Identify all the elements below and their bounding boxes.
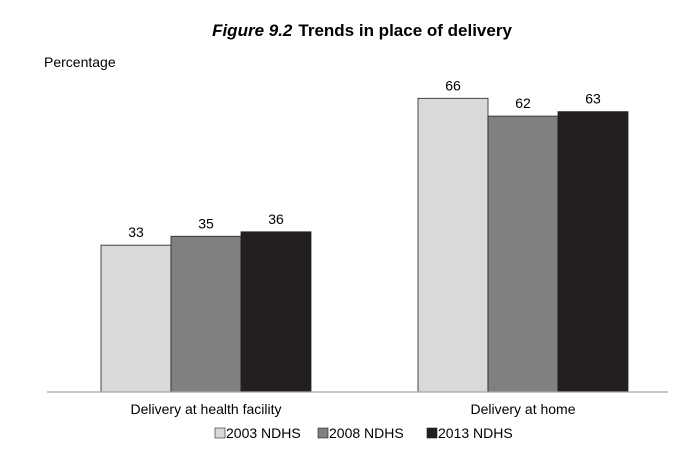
legend: 2003 NDHS 2008 NDHS 2013 NDHS (214, 425, 513, 441)
data-label: 62 (515, 95, 531, 111)
data-label: 66 (445, 77, 461, 93)
chart-title-main: Trends in place of delivery (298, 21, 512, 40)
bar-group: 33 35 36 66 62 63 (100, 77, 629, 393)
data-label: 36 (268, 211, 284, 227)
data-label: 33 (128, 224, 144, 240)
chart-title-prefix: Figure 9.2 (212, 21, 293, 40)
bar-2013-ndhs-2 (557, 111, 629, 393)
bar-2008-ndhs-1 (170, 235, 242, 393)
legend-label: 2003 NDHS (226, 425, 301, 441)
bar-2003-ndhs-2 (417, 97, 489, 393)
legend-label: 2008 NDHS (329, 425, 404, 441)
bar-2013-ndhs-1 (240, 231, 312, 393)
legend-swatch (214, 427, 226, 439)
chart-title: Figure 9.2 Trends in place of delivery (212, 21, 512, 40)
bar-2008-ndhs-2 (487, 115, 559, 393)
bar-2003-ndhs-1 (100, 244, 172, 393)
y-axis-label: Percentage (44, 54, 116, 70)
category-label: Delivery at home (470, 401, 575, 417)
category-label: Delivery at health facility (131, 401, 282, 417)
data-label: 35 (198, 215, 214, 231)
category-labels: Delivery at health facility Delivery at h… (131, 401, 576, 417)
data-label: 63 (585, 91, 601, 107)
legend-swatch (317, 427, 329, 439)
legend-swatch (426, 427, 438, 439)
legend-label: 2013 NDHS (438, 425, 513, 441)
